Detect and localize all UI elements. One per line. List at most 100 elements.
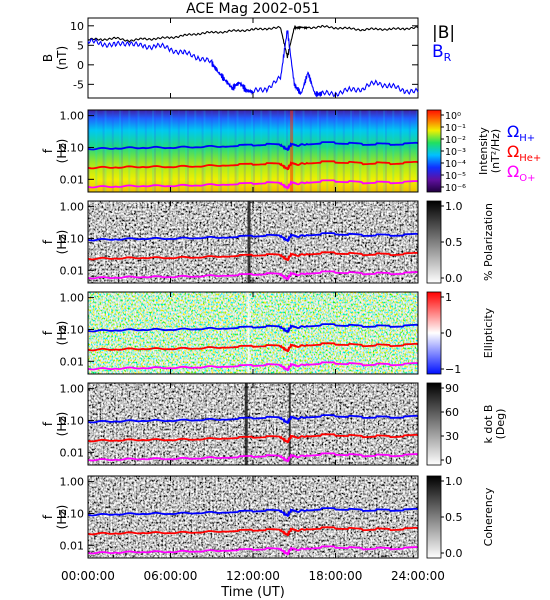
gyrofrequency-line-omega-he bbox=[87, 342, 419, 353]
spectrogram-streak bbox=[251, 110, 254, 192]
colorbar-tick-label: 10⁰ bbox=[445, 111, 461, 122]
spectrogram-event-stripe bbox=[247, 292, 250, 374]
legend-omega-he-main: Ω bbox=[507, 142, 519, 161]
spectrogram-streak bbox=[269, 110, 272, 192]
y-tick-label: 0.10 bbox=[60, 232, 85, 245]
spectral-panels: 1.000.100.01f (Hz)10⁰10⁻¹10⁻²10⁻³10⁻⁴10⁻⁵… bbox=[41, 109, 507, 560]
spectrogram-streak bbox=[416, 110, 419, 192]
spectrogram-streak bbox=[284, 110, 287, 192]
spectrogram-streak bbox=[286, 110, 288, 192]
spectrogram-streak bbox=[408, 110, 411, 192]
y-tick-label: 10 bbox=[70, 20, 84, 33]
y-axis-label-top: f bbox=[41, 421, 55, 426]
legend-b-r: BR bbox=[432, 42, 452, 64]
panel-intensity: 1.00 0.10 0.01 f (Hz) 10⁰10⁻¹10⁻²10⁻³10⁻⁴10⁻⁵… bbox=[41, 109, 502, 194]
spectrogram-streak bbox=[227, 110, 230, 192]
x-axis-ticks: 00:00:00 06:00:00 12:00:00 18:00:00 24:00:00 bbox=[61, 18, 445, 583]
spectrogram-streak bbox=[302, 110, 305, 192]
spectrogram-streak bbox=[401, 110, 404, 192]
spectrogram-streak bbox=[342, 110, 345, 192]
colorbar-tick-label: 10⁻¹ bbox=[445, 123, 466, 134]
colorbar-tick-label: 10⁻² bbox=[445, 135, 466, 146]
spectrogram-ellipticity bbox=[88, 292, 418, 374]
x-tick-label: 12:00:00 bbox=[226, 569, 280, 583]
spectrogram-k-dot-b bbox=[88, 383, 418, 465]
spectrogram-streak bbox=[293, 110, 296, 192]
spectrogram-streak bbox=[95, 110, 98, 192]
y-tick-label: 0.10 bbox=[60, 323, 85, 336]
spectrogram-streak bbox=[185, 110, 188, 192]
y-axis-label-top: f bbox=[41, 514, 55, 519]
colorbar-ellipticity bbox=[426, 291, 442, 375]
y-tick-label: 0.01 bbox=[60, 173, 85, 186]
gyrofrequency-line-omega-h bbox=[87, 232, 419, 243]
colorbar-tick-label: 60 bbox=[445, 406, 459, 419]
spectrogram-event-stripe bbox=[247, 201, 251, 283]
y-tick-label: 1.00 bbox=[60, 110, 85, 123]
spectrogram-streak bbox=[194, 110, 197, 192]
y-tick-label: 5 bbox=[77, 39, 84, 52]
gyrofrequency-line-omega-he bbox=[87, 160, 419, 171]
spectrogram-streak bbox=[317, 110, 320, 192]
spectrogram-streak bbox=[144, 110, 147, 192]
spectrogram-streak bbox=[399, 110, 402, 192]
y-axis-label-bottom: (Hz) bbox=[55, 230, 69, 255]
legend-omega-h-main: Ω bbox=[507, 122, 519, 141]
y-tick-label: 0.10 bbox=[60, 141, 85, 154]
spectrogram-streak bbox=[220, 110, 222, 192]
spectrogram-event-stripe bbox=[290, 110, 294, 192]
series-b-r-line bbox=[87, 30, 419, 98]
y-tick-label: 0.01 bbox=[60, 355, 85, 368]
legend-omega-h: ΩH+ bbox=[507, 122, 535, 144]
spectrogram-streak bbox=[111, 110, 114, 192]
spectrogram-streak bbox=[236, 110, 239, 192]
x-tick-label: 06:00:00 bbox=[144, 569, 198, 583]
spectrogram-streak bbox=[276, 110, 279, 192]
spectrogram-streak bbox=[333, 110, 336, 192]
spectrogram-streak bbox=[392, 110, 395, 192]
spectrogram-streak bbox=[319, 110, 321, 192]
colorbar-tick-label: 90 bbox=[445, 382, 459, 395]
colorbar-tick-label: 10⁻⁶ bbox=[445, 183, 466, 194]
colorbar-k-dot-b bbox=[426, 382, 442, 466]
x-tick-label: 00:00:00 bbox=[61, 569, 115, 583]
spectrogram-intensity bbox=[88, 110, 418, 192]
y-tick-label: 0 bbox=[77, 59, 84, 72]
colorbar-tick-label: 0.5 bbox=[445, 511, 463, 524]
series-b-total-line bbox=[87, 24, 419, 59]
colorbar-tick-label: 10⁻⁴ bbox=[445, 159, 466, 170]
colorbar-coherency bbox=[426, 475, 442, 559]
colorbar-tick-label: 10⁻³ bbox=[445, 147, 466, 158]
y-axis-label-top: f bbox=[41, 148, 55, 153]
legend-omega-h-sub: H+ bbox=[519, 133, 535, 144]
spectrogram-streak bbox=[326, 110, 329, 192]
spectrogram-streak bbox=[104, 110, 107, 192]
y-tick-label: 1.00 bbox=[60, 201, 85, 214]
spectrogram-event-stripe bbox=[244, 383, 248, 465]
gyrofrequency-line-omega-h bbox=[87, 323, 419, 334]
gyrofrequency-line-omega-o bbox=[87, 179, 419, 190]
panel-k-dot-b: 1.00 0.10 0.01 f (Hz) 90 60 30 0 k dot B (Deg) bbox=[41, 382, 507, 467]
legend-b-total: |B| bbox=[432, 23, 455, 43]
panel-b-field-ylabel-bottom: (nT) bbox=[55, 46, 69, 70]
spectrogram-streak bbox=[154, 110, 156, 192]
spectrogram-streak bbox=[385, 110, 387, 192]
panel-b-field-ylabel-top: B bbox=[41, 54, 55, 62]
y-axis-label-bottom: (Hz) bbox=[55, 139, 69, 164]
gyrofrequency-line-omega-h bbox=[87, 507, 419, 518]
spectrogram-streak bbox=[177, 110, 180, 192]
gyrofrequency-line-omega-o bbox=[87, 361, 419, 372]
gyrofrequency-line-omega-he bbox=[87, 251, 419, 262]
spectrogram-coherency bbox=[88, 476, 418, 558]
legend-b-r-sub: R bbox=[444, 51, 452, 64]
gyrofrequency-line-omega-h bbox=[87, 414, 419, 425]
colorbar-tick-label: 30 bbox=[445, 430, 459, 443]
spectrogram-event-stripe bbox=[288, 383, 291, 465]
spectrogram-streak bbox=[375, 110, 378, 192]
colorbar-tick-label: 0.5 bbox=[445, 236, 463, 249]
gyrofrequency-line-omega-he bbox=[87, 433, 419, 444]
spectrogram-streak bbox=[366, 110, 369, 192]
spectrogram-streak bbox=[267, 110, 270, 192]
y-axis-label-bottom: (Hz) bbox=[55, 321, 69, 346]
